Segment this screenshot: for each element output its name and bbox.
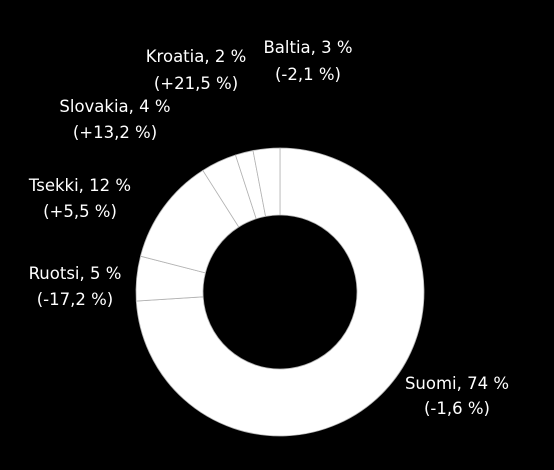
label-kroatia-change: (+21,5 %) — [154, 74, 238, 93]
label-tsekki-share: Tsekki, 12 % — [28, 176, 131, 195]
label-baltia-share: Baltia, 3 % — [263, 38, 352, 57]
label-kroatia-share: Kroatia, 2 % — [146, 47, 247, 66]
label-tsekki: Tsekki, 12 % (+5,5 %) — [28, 176, 131, 221]
label-baltia-change: (-2,1 %) — [275, 65, 341, 84]
label-suomi-change: (-1,6 %) — [424, 399, 490, 418]
label-suomi-share: Suomi, 74 % — [405, 374, 509, 393]
label-ruotsi-change: (-17,2 %) — [37, 290, 114, 309]
slice-baltia — [252, 147, 281, 217]
label-ruotsi-share: Ruotsi, 5 % — [29, 264, 122, 283]
slice-suomi — [135, 147, 425, 437]
label-suomi: Suomi, 74 % (-1,6 %) — [405, 374, 509, 418]
label-kroatia: Kroatia, 2 % (+21,5 %) — [146, 47, 247, 93]
label-slovakia-share: Slovakia, 4 % — [59, 97, 170, 116]
label-slovakia: Slovakia, 4 % (+13,2 %) — [59, 97, 170, 142]
label-slovakia-change: (+13,2 %) — [73, 123, 157, 142]
label-tsekki-change: (+5,5 %) — [43, 202, 117, 221]
label-baltia: Baltia, 3 % (-2,1 %) — [263, 38, 352, 84]
label-ruotsi: Ruotsi, 5 % (-17,2 %) — [29, 264, 122, 309]
donut-slices — [135, 147, 425, 437]
